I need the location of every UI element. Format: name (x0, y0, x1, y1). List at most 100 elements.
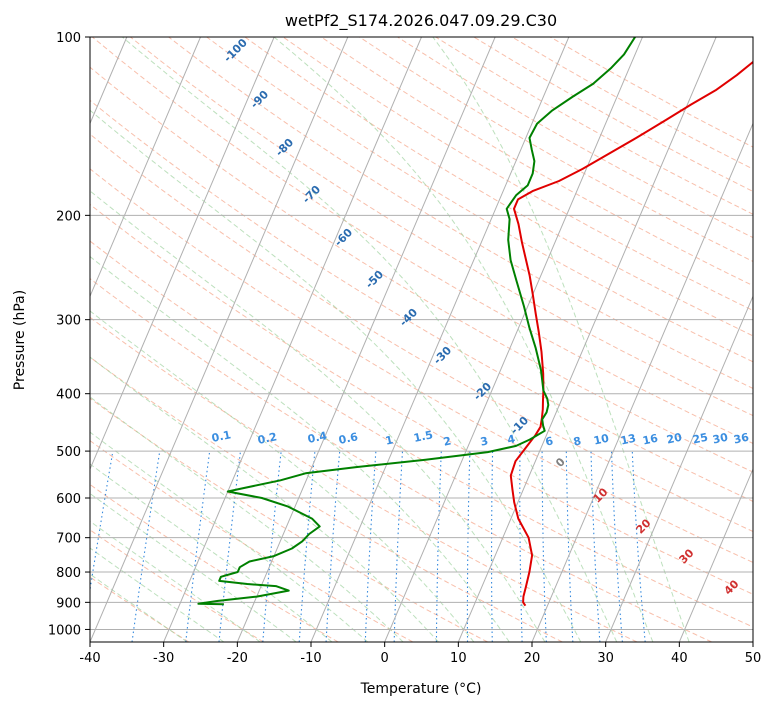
dry-adiabat-line (90, 133, 753, 533)
isotherm-line (457, 37, 717, 642)
mixing-ratio-label: 13 (619, 432, 637, 448)
mixing-ratio-line (631, 451, 646, 642)
dry-adiabat-line (511, 37, 753, 170)
isotherm-line (310, 37, 570, 642)
isotherm-line (90, 37, 201, 298)
mixing-ratio-line (565, 451, 574, 642)
dry-adiabat-line (168, 37, 753, 389)
dry-adiabat-line (244, 37, 753, 337)
dry-adiabat-line (90, 240, 753, 628)
mixing-ratio-label: 0.2 (256, 430, 278, 447)
dry-adiabat-line (91, 37, 753, 445)
isotherm-line (752, 640, 753, 642)
moist-adiabat-line (90, 255, 510, 642)
isotherm-line (605, 295, 753, 642)
moist-adiabat-line (90, 463, 333, 642)
dry-adiabat-line (90, 356, 563, 642)
moist-adiabat-line (90, 547, 225, 642)
y-axis-label: Pressure (hPa) (12, 290, 28, 390)
x-tick-label: 0 (381, 651, 389, 666)
y-axis: 100 200 300 400 500 600 700 800 900 1000 (48, 31, 90, 638)
dry-adiabat-label: -50 (363, 268, 386, 291)
mixing-ratio-line (90, 451, 114, 594)
mixing-ratio-line (262, 451, 282, 642)
dry-adiabat-label: -100 (221, 36, 250, 65)
background-lines (90, 37, 753, 642)
x-axis: -40 -30 -20 -10 0 10 20 30 40 50 (79, 642, 761, 666)
y-tick-label: 700 (56, 532, 81, 547)
moist-adiabat-line (121, 37, 618, 642)
dry-adiabat-line (90, 203, 753, 595)
isotherm-line (163, 37, 422, 642)
plot-area: -100-90-80-70-60-50-40-30-20-100.1 0.2 0.4… (90, 36, 753, 642)
isotherm-line (90, 37, 349, 642)
dry-adiabat-line (90, 529, 264, 642)
y-tick-label: 600 (56, 492, 81, 507)
mixing-ratio-label: 0.6 (337, 430, 359, 447)
dry-adiabat-label: -80 (273, 136, 296, 159)
isotherm-line (531, 122, 753, 642)
dry-adiabat-line (359, 37, 753, 263)
mixing-ratio-label: 4 (506, 432, 517, 446)
annotation-labels: -100-90-80-70-60-50-40-30-20-100.1 0.2 0.4… (210, 36, 750, 598)
moist-adiabat-line (90, 573, 188, 642)
y-tick-label: 200 (56, 209, 81, 224)
moist-adiabat-line (432, 37, 690, 642)
isotherm-line (678, 467, 753, 642)
x-tick-label: -10 (300, 651, 321, 666)
mixing-ratio-line (466, 451, 471, 642)
mixing-ratio-line (610, 451, 623, 642)
mixing-ratio-label: 8 (572, 434, 582, 448)
dry-adiabat-line (90, 99, 753, 502)
dry-adiabat-label: -70 (300, 183, 323, 206)
x-tick-label: 50 (745, 651, 762, 666)
x-tick-label: -20 (227, 651, 248, 666)
mixing-ratio-label: 30 (711, 431, 729, 447)
dry-adiabat-line (90, 278, 712, 642)
moist-adiabat-label: 30 (677, 546, 697, 566)
y-tick-label: 100 (56, 31, 81, 46)
moist-adiabat-line (90, 520, 261, 642)
mixing-ratio-line (364, 451, 377, 642)
x-tick-label: 10 (450, 651, 467, 666)
mixing-ratio-label: 16 (641, 432, 659, 448)
moist-adiabat-line (90, 492, 297, 642)
dry-adiabat-line (90, 483, 339, 642)
moist-adiabat-line (273, 37, 654, 642)
x-tick-label: 20 (524, 651, 541, 666)
x-axis-label: Temperature (°C) (360, 681, 482, 697)
moist-adiabat-label: 40 (722, 577, 742, 597)
mixing-ratio-line (490, 451, 494, 642)
x-tick-label: 40 (671, 651, 688, 666)
dry-adiabat-line (90, 316, 638, 642)
dry-adiabat-line (90, 440, 414, 642)
mixing-ratio-line (541, 451, 547, 642)
mixing-ratio-label: 3 (479, 434, 489, 448)
mixing-ratio-line (218, 451, 242, 642)
moist-adiabat-line (90, 310, 475, 642)
moist-adiabat-label: 0 (553, 455, 568, 470)
isotherm-line (236, 37, 496, 642)
dry-adiabat-label: -30 (431, 344, 454, 367)
mixing-ratio-line (435, 451, 442, 642)
mixing-ratio-line (298, 451, 316, 642)
isotherm-line (384, 37, 643, 642)
x-tick-label: 30 (597, 651, 614, 666)
mixing-ratio-label: 2 (442, 434, 452, 448)
dry-adiabat-label: -20 (471, 380, 494, 403)
grid-lines (90, 37, 753, 642)
moist-adiabat-line (90, 356, 439, 642)
moist-adiabat-line (90, 109, 582, 642)
mixing-ratio-label: 1 (384, 433, 394, 447)
dry-adiabat-line (90, 576, 190, 642)
y-tick-label: 1000 (48, 623, 81, 638)
mixing-ratio-line (325, 451, 341, 642)
moist-adiabat-label: 10 (591, 485, 611, 505)
mixing-ratio-line (185, 451, 211, 642)
dry-adiabat-line (90, 66, 753, 473)
y-tick-label: 400 (56, 388, 81, 403)
dry-adiabat-line (282, 37, 753, 312)
x-tick-label: -30 (153, 651, 174, 666)
moist-adiabat-line (90, 190, 546, 642)
